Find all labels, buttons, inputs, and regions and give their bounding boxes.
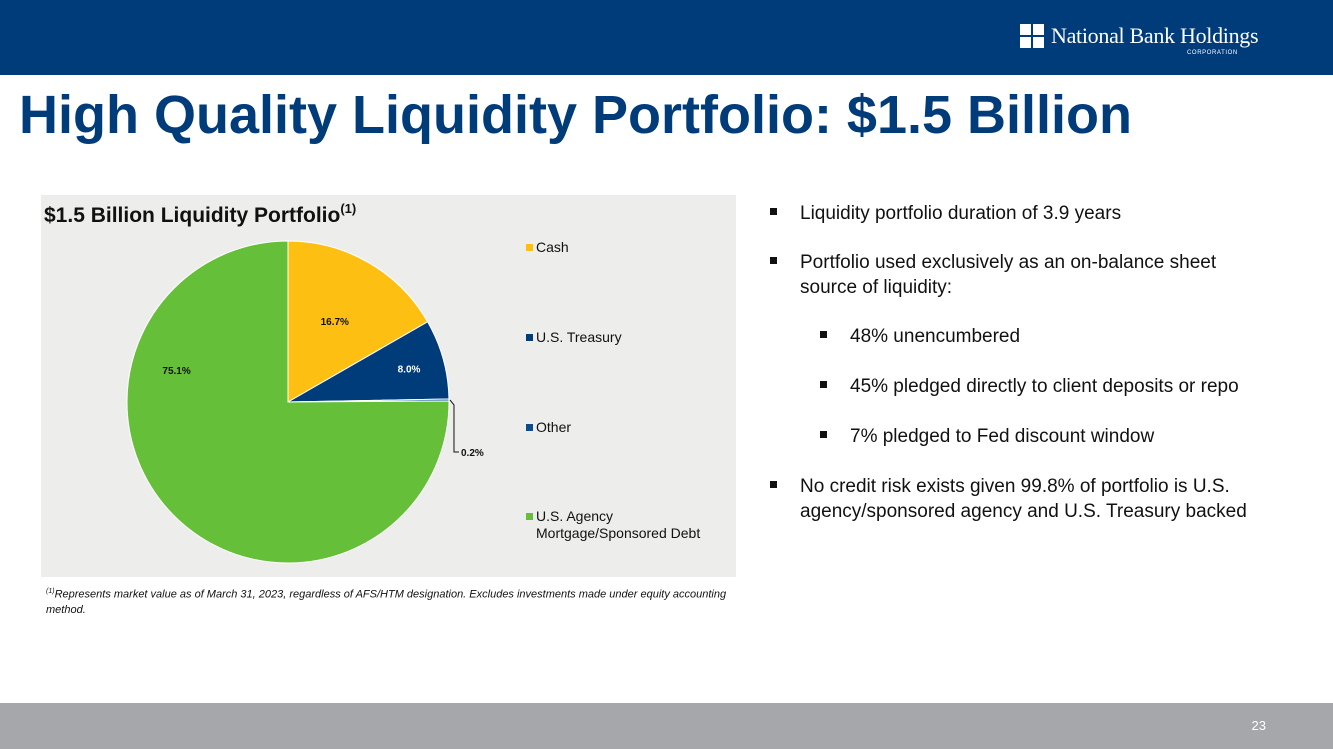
legend-swatch xyxy=(526,334,533,341)
bullet-square-icon xyxy=(770,208,777,215)
chart-title-text: $1.5 Billion Liquidity Portfolio xyxy=(44,204,341,227)
bullet-square-icon xyxy=(820,431,827,438)
leader-line-other xyxy=(449,399,459,453)
bullet-item: Portfolio used exclusively as an on-bala… xyxy=(770,250,1275,300)
legend-item-u-s-agency-mortgage-sponsored-debt: U.S. Agency Mortgage/Sponsored Debt xyxy=(526,508,726,542)
bullet-text: Liquidity portfolio duration of 3.9 year… xyxy=(800,203,1122,224)
bullet-item: No credit risk exists given 99.8% of por… xyxy=(770,474,1275,524)
bullet-text: 45% pledged directly to client deposits … xyxy=(850,376,1239,397)
footnote-text: Represents market value as of March 31, … xyxy=(46,588,727,616)
footer-bar: 23 xyxy=(0,703,1333,749)
data-label-u-s-treasury: 8.0% xyxy=(398,364,421,375)
bullet-text: Portfolio used exclusively as an on-bala… xyxy=(800,252,1217,298)
sub-bullet-item: 45% pledged directly to client deposits … xyxy=(820,374,1320,399)
legend-label: Cash xyxy=(536,239,569,255)
header-bar: National Bank Holdings CORPORATION xyxy=(0,0,1333,75)
chart-title: $1.5 Billion Liquidity Portfolio(1) xyxy=(44,201,356,228)
footnote: (1)Represents market value as of March 3… xyxy=(46,584,736,618)
pie-chart: 16.7% 8.0% 0.2% 75.1% xyxy=(126,240,484,564)
data-label-other: 0.2% xyxy=(461,448,484,459)
chart-panel: $1.5 Billion Liquidity Portfolio(1) 16.7… xyxy=(41,195,736,577)
pie-slice-cash xyxy=(287,240,429,403)
legend-label: U.S. Agency Mortgage/Sponsored Debt xyxy=(536,508,701,541)
data-label-u-s-agency-mortgage-sponsored-debt: 75.1% xyxy=(162,366,190,377)
legend-swatch xyxy=(526,424,533,431)
legend-item-other: Other xyxy=(526,419,726,436)
bullet-text: 7% pledged to Fed discount window xyxy=(850,426,1155,447)
logo-subtitle: CORPORATION xyxy=(1187,50,1238,56)
bullet-item: Liquidity portfolio duration of 3.9 year… xyxy=(770,201,1275,226)
legend-label: U.S. Treasury xyxy=(536,329,622,345)
sub-bullet-item: 48% unencumbered xyxy=(820,324,1320,349)
bullet-text: 48% unencumbered xyxy=(850,326,1021,347)
bullet-square-icon xyxy=(820,331,827,338)
sub-bullet-item: 7% pledged to Fed discount window xyxy=(820,424,1320,449)
bullet-text: No credit risk exists given 99.8% of por… xyxy=(800,476,1247,522)
logo-squares-icon xyxy=(1020,24,1044,48)
data-label-cash: 16.7% xyxy=(321,317,349,328)
legend-swatch xyxy=(526,244,533,251)
bullet-square-icon xyxy=(820,381,827,388)
logo-name: National Bank Holdings xyxy=(1051,23,1259,48)
pie-slice-u-s-agency-mortgage-sponsored-debt xyxy=(126,240,450,564)
legend-label: Other xyxy=(536,419,572,435)
page-number: 23 xyxy=(1251,718,1266,733)
bullet-square-icon xyxy=(770,481,777,488)
legend-item-cash: Cash xyxy=(526,239,726,256)
bullet-square-icon xyxy=(770,257,777,264)
page-title: High Quality Liquidity Portfolio: $1.5 B… xyxy=(19,85,1133,145)
legend-swatch xyxy=(526,513,533,520)
footnote-marker: (1) xyxy=(46,588,55,595)
chart-title-footnote-marker: (1) xyxy=(340,201,357,216)
legend-item-u-s-treasury: U.S. Treasury xyxy=(526,329,726,346)
